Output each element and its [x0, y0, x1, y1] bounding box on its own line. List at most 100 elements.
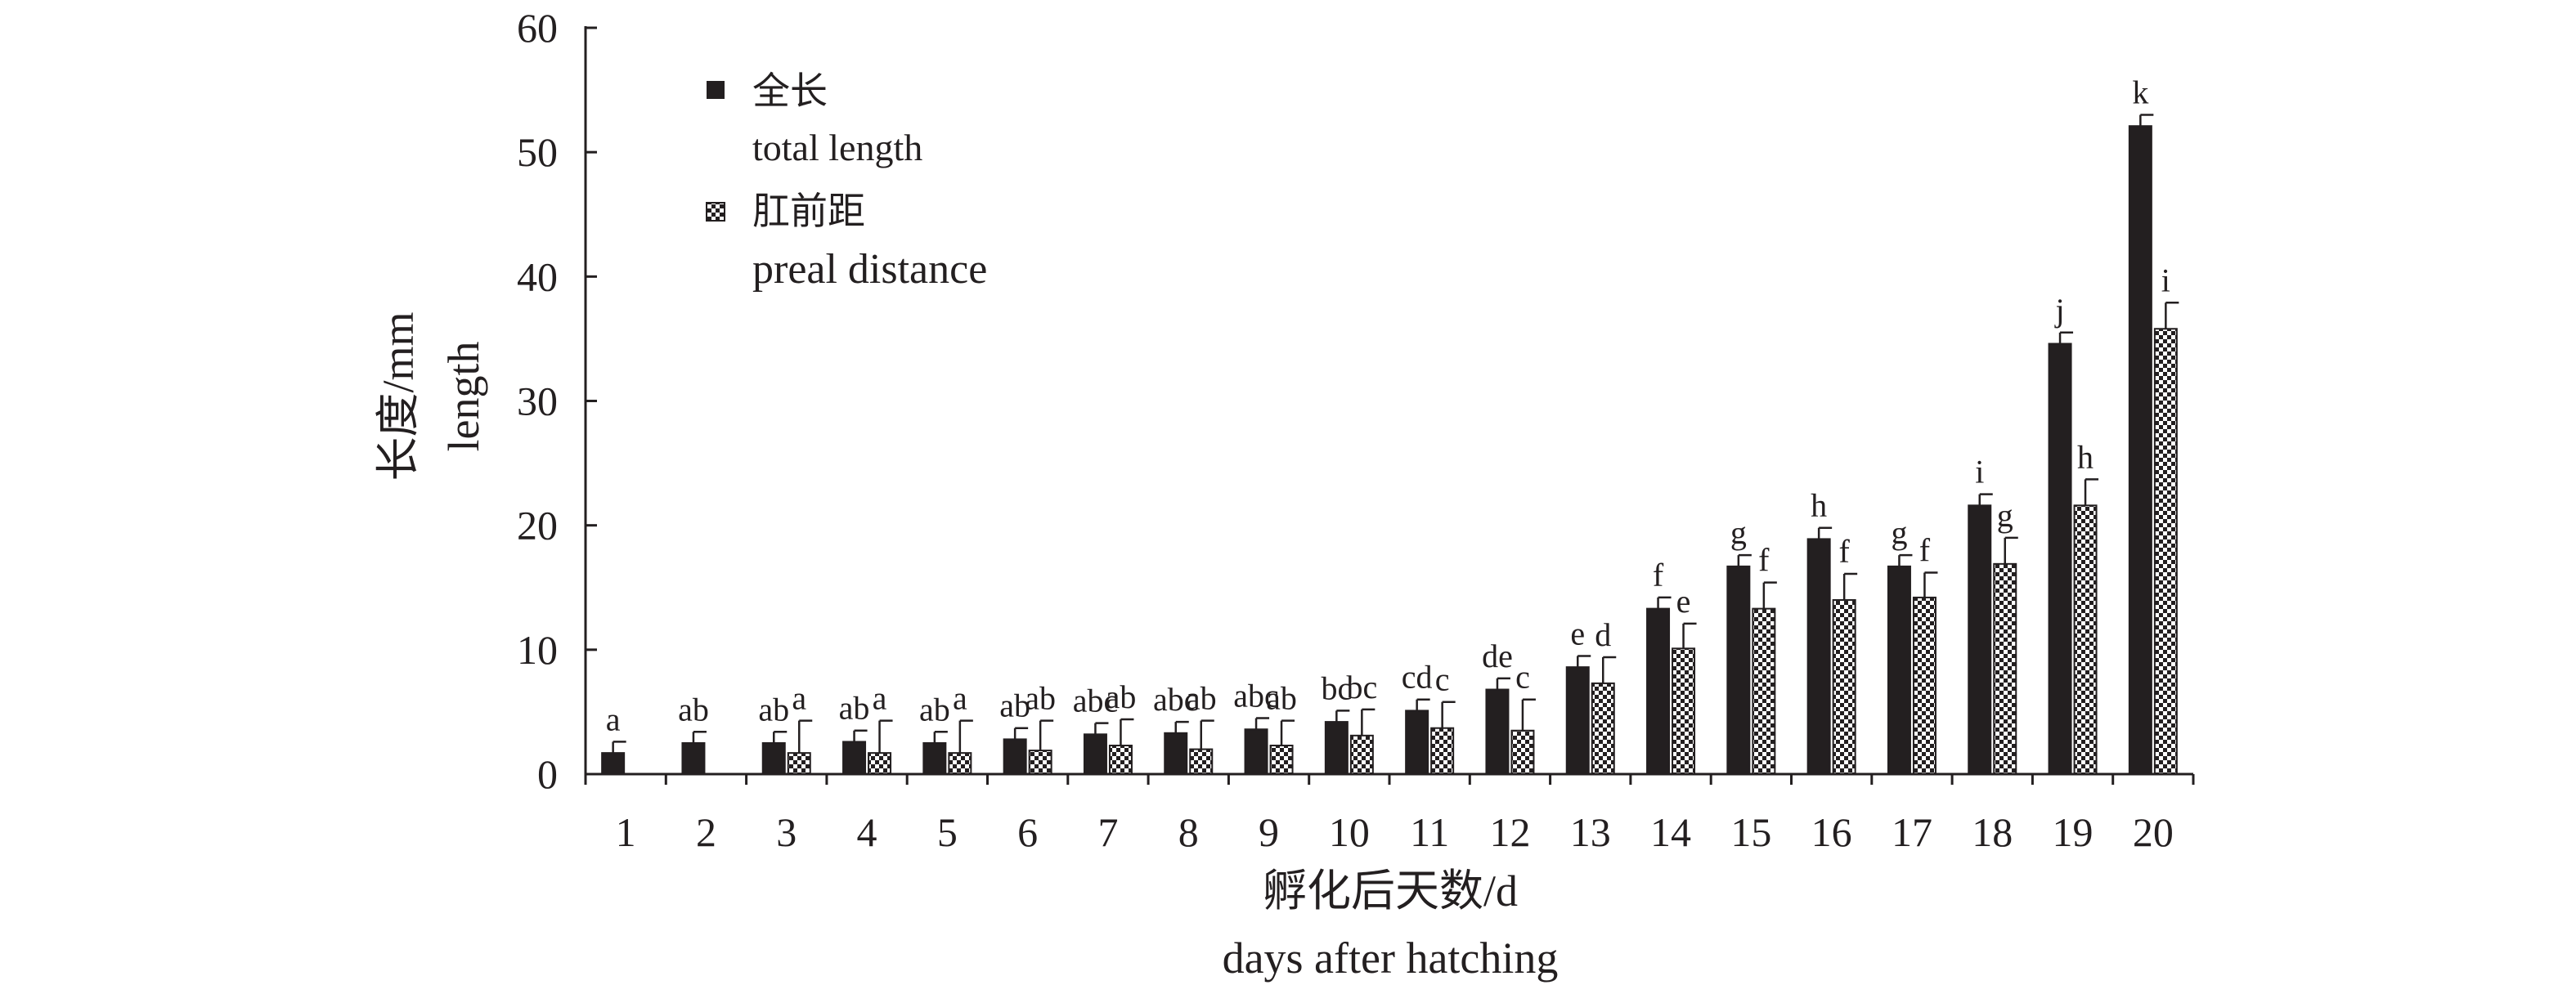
significance-label-total-length: k — [2132, 74, 2148, 111]
significance-label-total-length: ab — [919, 691, 950, 728]
x-tick-label: 20 — [2133, 809, 2174, 855]
bar-preal-distance — [948, 752, 972, 775]
x-tick-label: 11 — [1410, 809, 1449, 855]
legend-label-total-length-zh: 全长 — [752, 70, 828, 112]
significance-label-total-length: g — [1730, 514, 1747, 551]
bar-preal-distance — [1028, 750, 1052, 775]
x-tick-label: 15 — [1730, 809, 1771, 855]
y-tick-label: 50 — [517, 129, 558, 175]
significance-label-preal-distance: i — [2161, 262, 2170, 298]
y-tick-label: 0 — [537, 751, 558, 797]
significance-label-preal-distance: a — [953, 680, 967, 717]
significance-label-total-length: ab — [678, 691, 709, 728]
x-tick-label: 13 — [1570, 809, 1611, 855]
significance-label-total-length: j — [2053, 292, 2064, 329]
x-tick-label: 3 — [776, 809, 797, 855]
y-tick-label: 30 — [517, 378, 558, 424]
significance-label-preal-distance: f — [1919, 531, 1931, 568]
significance-label-total-length: bc — [1321, 669, 1352, 706]
y-tick-label: 10 — [517, 627, 558, 673]
bar-total-length — [601, 752, 626, 775]
bar-preal-distance — [1832, 598, 1856, 776]
bar-preal-distance — [1591, 682, 1615, 775]
significance-label-total-length: abc — [1153, 681, 1199, 718]
bar-preal-distance — [1752, 607, 1776, 776]
significance-label-total-length: h — [1811, 487, 1827, 524]
significance-label-preal-distance: f — [1758, 542, 1770, 579]
legend-label-preal-distance-en: preal distance — [752, 246, 987, 293]
significance-label-preal-distance: e — [1676, 583, 1691, 620]
significance-label-preal-distance: h — [2077, 438, 2094, 475]
bar-total-length — [1726, 565, 1751, 775]
legend: 全长 total length 肛前距 preal distance — [706, 70, 987, 293]
x-tick-label: 6 — [1017, 809, 1038, 855]
significance-label-total-length: ab — [839, 690, 870, 727]
significance-label-preal-distance: c — [1435, 661, 1450, 698]
significance-label-preal-distance: c — [1515, 659, 1530, 696]
bar-total-length — [922, 741, 947, 775]
x-tick-label: 2 — [696, 809, 716, 855]
significance-label-preal-distance: g — [1997, 497, 2013, 534]
significance-label-total-length: ab — [999, 687, 1030, 724]
legend-swatch-preal-distance — [706, 202, 725, 222]
significance-label-total-length: f — [1653, 557, 1664, 593]
x-tick-label: 7 — [1097, 809, 1118, 855]
x-tick-label: 4 — [857, 809, 877, 855]
bar-total-length — [1887, 565, 1911, 775]
bar-total-length — [1083, 733, 1107, 775]
bar-preal-distance — [1108, 745, 1133, 775]
bar-preal-distance — [1430, 727, 1455, 775]
significance-label-total-length: e — [1570, 615, 1585, 651]
bar-total-length — [1485, 688, 1510, 776]
x-tick-label: 18 — [1972, 809, 2013, 855]
x-tick-label: 10 — [1329, 809, 1370, 855]
bar-preal-distance — [1510, 729, 1535, 775]
x-tick-label: 14 — [1650, 809, 1691, 855]
x-axis-title-en: days after hatching — [1223, 934, 1559, 983]
bar-preal-distance — [1189, 748, 1214, 775]
x-tick-label: 19 — [2053, 809, 2094, 855]
bar-total-length — [842, 741, 867, 775]
bar-total-length — [2048, 343, 2072, 775]
significance-label-preal-distance: f — [1838, 533, 1850, 570]
bar-total-length — [761, 741, 786, 775]
y-axis-title-en: length — [439, 342, 488, 452]
bar-preal-distance — [2073, 504, 2098, 775]
bar-total-length — [1405, 710, 1429, 776]
bar-preal-distance — [787, 752, 811, 775]
bar-total-length — [1968, 504, 1992, 775]
significance-label-preal-distance: ab — [1106, 678, 1137, 715]
bar-total-length — [1646, 607, 1671, 776]
bar-total-length — [1806, 538, 1831, 776]
bar-preal-distance — [1672, 647, 1696, 775]
bar-preal-distance — [1993, 562, 2017, 775]
bar-total-length — [1244, 728, 1268, 775]
legend-label-total-length-en: total length — [752, 127, 922, 168]
bar-total-length — [1164, 732, 1188, 775]
legend-label-preal-distance-zh: 肛前距 — [752, 190, 865, 232]
legend-swatch-total-length — [707, 81, 725, 99]
significance-label-total-length: g — [1891, 514, 1907, 551]
bar-total-length — [1565, 666, 1590, 775]
x-tick-label: 16 — [1811, 809, 1852, 855]
y-tick-label: 20 — [517, 503, 558, 548]
significance-label-total-length: cd — [1402, 659, 1433, 696]
bar-total-length — [1324, 721, 1349, 776]
significance-label-total-length: abc — [1233, 678, 1279, 714]
significance-label-preal-distance: d — [1595, 616, 1611, 653]
bar-total-length — [2128, 125, 2152, 775]
significance-label-preal-distance: ab — [1025, 680, 1056, 717]
significance-label-total-length: de — [1482, 638, 1513, 674]
significance-label-preal-distance: ab — [1186, 680, 1217, 717]
bar-preal-distance — [2153, 328, 2178, 775]
significance-label-total-length: i — [1975, 454, 1984, 490]
y-axis-title-zh: 长度/mm — [374, 311, 423, 481]
significance-label-preal-distance: a — [873, 680, 887, 717]
significance-label-total-length: a — [606, 701, 621, 737]
x-tick-label: 9 — [1259, 809, 1279, 855]
bar-total-length — [681, 741, 706, 775]
bar-preal-distance — [1912, 596, 1936, 775]
